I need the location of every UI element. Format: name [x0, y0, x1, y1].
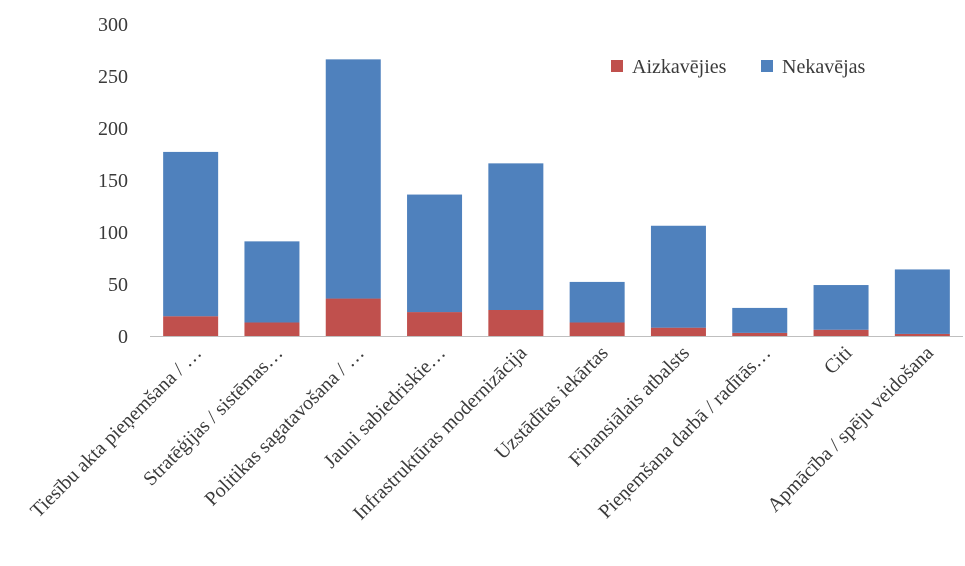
x-tick-label: Tiesību akta pieņemšana / …	[26, 342, 206, 522]
x-tick-label: Citi	[820, 342, 857, 379]
bar-aizkavejies-2	[325, 298, 381, 336]
x-tick-label: Politikas sagatavošana / …	[200, 342, 368, 510]
legend-label-aizkavejies: Aizkavējies	[632, 56, 727, 78]
y-tick-label: 250	[98, 66, 128, 88]
bar-aizkavejies-8	[813, 329, 869, 336]
bar-nekavejas-7	[732, 307, 788, 333]
x-tick-label: Infrastruktūras modernizācija	[349, 342, 532, 525]
legend-label-nekavejas: Nekavējas	[782, 56, 866, 78]
y-tick-label: 150	[98, 170, 128, 192]
bar-nekavejas-6	[650, 225, 706, 328]
bar-aizkavejies-6	[650, 327, 706, 336]
bar-aizkavejies-9	[894, 333, 950, 336]
y-tick-label: 100	[98, 222, 128, 244]
x-tick-label: Stratēģijas / sistēmas…	[139, 342, 287, 490]
bar-aizkavejies-1	[244, 322, 300, 336]
bar-nekavejas-0	[163, 151, 219, 317]
bar-nekavejas-2	[325, 59, 381, 299]
bar-aizkavejies-0	[163, 316, 219, 336]
y-axis-tick-labels: 0 50 100 150 200 250 300	[98, 14, 128, 348]
x-tick-label: Pieņemšana darbā / radītās…	[594, 342, 775, 523]
legend-swatch-nekavejas	[761, 60, 773, 72]
legend-swatch-aizkavejies	[611, 60, 623, 72]
legend: Aizkavējies Nekavējas	[611, 56, 866, 78]
bar-nekavejas-3	[407, 194, 463, 313]
bar-nekavejas-4	[488, 163, 544, 310]
y-tick-label: 50	[108, 274, 128, 296]
bar-nekavejas-8	[813, 285, 869, 330]
bars	[163, 59, 950, 336]
bar-nekavejas-1	[244, 241, 300, 323]
bar-aizkavejies-4	[488, 310, 544, 336]
y-tick-label: 300	[98, 14, 128, 36]
bar-nekavejas-5	[569, 281, 625, 323]
x-axis-tick-labels: Tiesību akta pieņemšana / …Stratēģijas /…	[26, 342, 938, 525]
bar-aizkavejies-5	[569, 322, 625, 336]
y-tick-label: 200	[98, 118, 128, 140]
y-tick-label: 0	[118, 326, 128, 348]
bar-nekavejas-9	[894, 269, 950, 334]
bar-aizkavejies-3	[407, 312, 463, 336]
bar-aizkavejies-7	[732, 332, 788, 336]
x-tick-label: Apmācība / spēju veidošana	[763, 342, 938, 517]
